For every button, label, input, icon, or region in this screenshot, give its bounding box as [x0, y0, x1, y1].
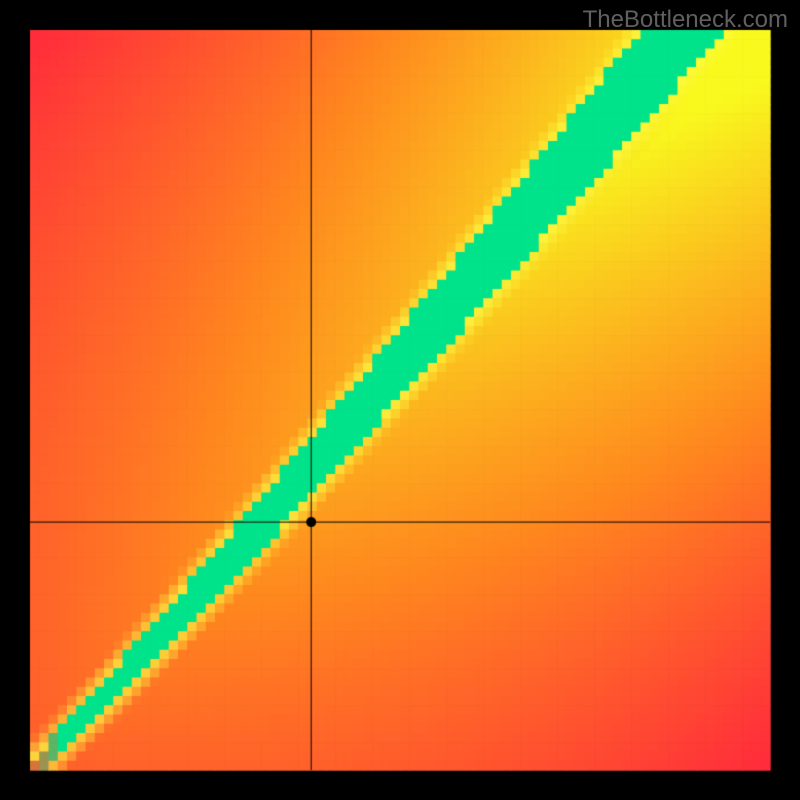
bottleneck-heatmap [0, 0, 800, 800]
watermark-text: TheBottleneck.com [583, 6, 788, 34]
chart-container: TheBottleneck.com [0, 0, 800, 800]
